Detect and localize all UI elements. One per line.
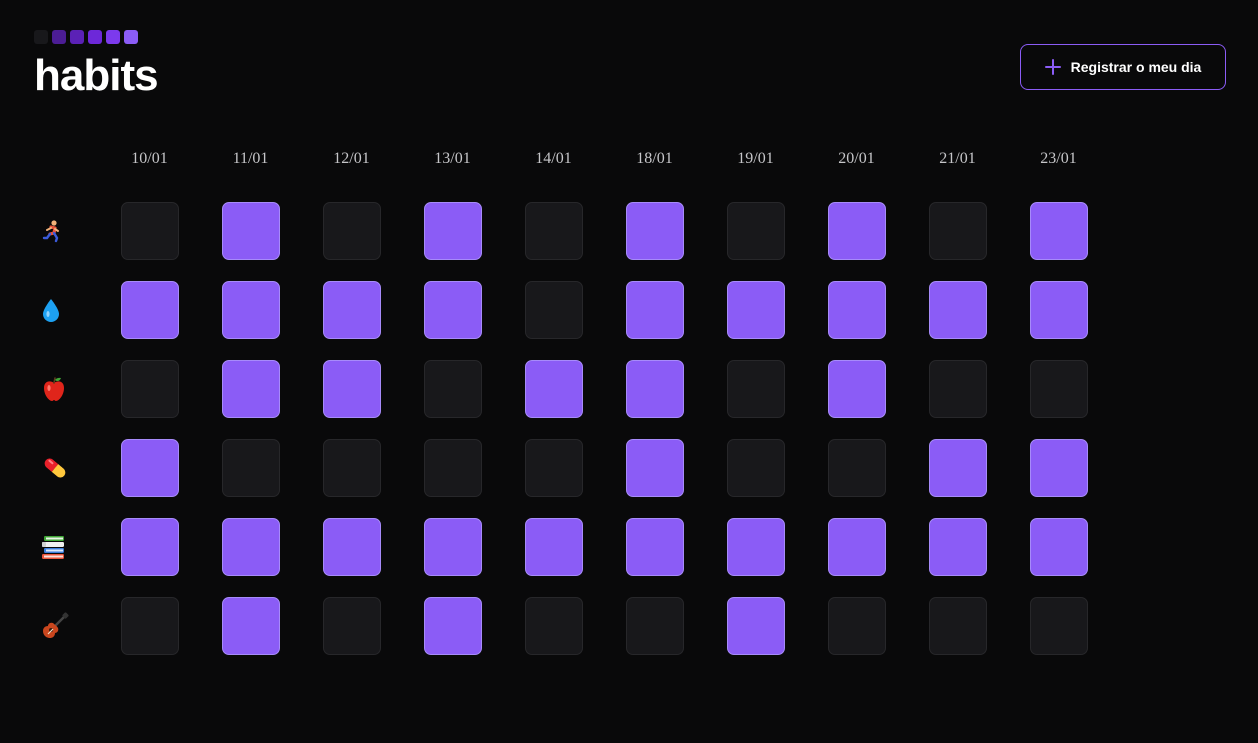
habit-day-cell-completed[interactable]: [828, 360, 886, 418]
habit-row: [40, 518, 1131, 576]
books-icon: [40, 518, 121, 576]
date-label: 23/01: [1040, 150, 1077, 167]
habit-day-cell-empty[interactable]: [323, 597, 381, 655]
habit-day-cell-empty[interactable]: [929, 360, 987, 418]
habit-day-cell-completed[interactable]: [929, 518, 987, 576]
habit-day-cell-completed[interactable]: [1030, 281, 1088, 339]
date-label: 11/01: [232, 150, 269, 167]
habits-grid: [40, 202, 1131, 676]
date-label: 19/01: [737, 150, 774, 167]
habit-day-cell-completed[interactable]: [323, 281, 381, 339]
habit-row: [40, 281, 1131, 339]
habit-day-cell-completed[interactable]: [525, 360, 583, 418]
habit-row: [40, 360, 1131, 418]
logo-square: [70, 30, 84, 44]
habit-day-cell-completed[interactable]: [727, 518, 785, 576]
date-label: 18/01: [636, 150, 673, 167]
habit-day-cell-empty[interactable]: [525, 597, 583, 655]
habit-day-cell-completed[interactable]: [525, 518, 583, 576]
logo-squares: [34, 30, 158, 44]
habit-day-cell-empty[interactable]: [525, 202, 583, 260]
habit-day-cell-empty[interactable]: [121, 597, 179, 655]
habit-day-cell-completed[interactable]: [929, 281, 987, 339]
habit-day-cell-completed[interactable]: [222, 597, 280, 655]
habit-day-cell-completed[interactable]: [1030, 202, 1088, 260]
habit-day-cell-empty[interactable]: [828, 439, 886, 497]
habit-day-cell-completed[interactable]: [1030, 518, 1088, 576]
habit-day-cell-completed[interactable]: [121, 518, 179, 576]
habit-day-cell-empty[interactable]: [323, 439, 381, 497]
water-drop-icon: [40, 281, 121, 339]
habit-day-cell-completed[interactable]: [626, 360, 684, 418]
habit-day-cell-completed[interactable]: [222, 360, 280, 418]
habit-day-cell-completed[interactable]: [222, 518, 280, 576]
habit-day-cell-completed[interactable]: [626, 439, 684, 497]
logo-square: [52, 30, 66, 44]
date-label: 10/01: [131, 150, 168, 167]
register-day-button[interactable]: Registrar o meu dia: [1020, 44, 1226, 90]
habit-day-cell-completed[interactable]: [828, 281, 886, 339]
running-person-icon: [40, 202, 121, 260]
habit-day-cell-empty[interactable]: [525, 281, 583, 339]
date-label: 14/01: [535, 150, 572, 167]
habit-day-cell-empty[interactable]: [1030, 597, 1088, 655]
habit-day-cell-empty[interactable]: [121, 360, 179, 418]
pill-icon: [40, 439, 121, 497]
habit-day-cell-empty[interactable]: [424, 439, 482, 497]
habit-day-cell-empty[interactable]: [828, 597, 886, 655]
habit-day-cell-empty[interactable]: [727, 439, 785, 497]
logo-square: [124, 30, 138, 44]
habit-day-cell-empty[interactable]: [929, 597, 987, 655]
app-title: habits: [34, 51, 159, 100]
habit-row: [40, 202, 1131, 260]
logo-square: [106, 30, 120, 44]
habit-day-cell-completed[interactable]: [121, 281, 179, 339]
habit-day-cell-empty[interactable]: [525, 439, 583, 497]
habit-day-cell-completed[interactable]: [828, 518, 886, 576]
guitar-icon: [40, 597, 121, 655]
habit-day-cell-completed[interactable]: [929, 439, 987, 497]
logo-square: [88, 30, 102, 44]
habit-day-cell-completed[interactable]: [424, 518, 482, 576]
habit-day-cell-empty[interactable]: [626, 597, 684, 655]
habit-day-cell-completed[interactable]: [626, 518, 684, 576]
date-label: 12/01: [333, 150, 370, 167]
habit-day-cell-completed[interactable]: [222, 202, 280, 260]
logo-square: [34, 30, 48, 44]
habit-day-cell-completed[interactable]: [424, 202, 482, 260]
date-label: 13/01: [434, 150, 471, 167]
date-label: 20/01: [838, 150, 875, 167]
habit-day-cell-empty[interactable]: [929, 202, 987, 260]
habit-day-cell-completed[interactable]: [323, 360, 381, 418]
plus-icon: [1044, 59, 1061, 75]
date-header-row: 10/01 11/01 12/01 13/01 14/01 18/01 19/01 20/01…: [120, 150, 1130, 168]
logo: habits: [34, 30, 159, 100]
habit-day-cell-empty[interactable]: [1030, 360, 1088, 418]
habit-day-cell-completed[interactable]: [727, 597, 785, 655]
habit-day-cell-completed[interactable]: [1030, 439, 1088, 497]
habit-day-cell-empty[interactable]: [323, 202, 381, 260]
habit-day-cell-completed[interactable]: [626, 281, 684, 339]
habit-day-cell-completed[interactable]: [727, 281, 785, 339]
habit-row: [40, 597, 1131, 655]
habit-day-cell-completed[interactable]: [424, 281, 482, 339]
habit-day-cell-completed[interactable]: [828, 202, 886, 260]
date-label: 21/01: [939, 150, 976, 167]
habit-day-cell-completed[interactable]: [121, 439, 179, 497]
habit-day-cell-empty[interactable]: [121, 202, 179, 260]
habit-day-cell-completed[interactable]: [323, 518, 381, 576]
habit-day-cell-empty[interactable]: [727, 202, 785, 260]
habit-day-cell-empty[interactable]: [424, 360, 482, 418]
habit-row: [40, 439, 1131, 497]
habit-day-cell-empty[interactable]: [222, 439, 280, 497]
apple-icon: [40, 360, 121, 418]
habit-day-cell-completed[interactable]: [626, 202, 684, 260]
habit-day-cell-completed[interactable]: [424, 597, 482, 655]
habit-day-cell-completed[interactable]: [222, 281, 280, 339]
habit-day-cell-empty[interactable]: [727, 360, 785, 418]
register-day-label: Registrar o meu dia: [1070, 59, 1202, 75]
